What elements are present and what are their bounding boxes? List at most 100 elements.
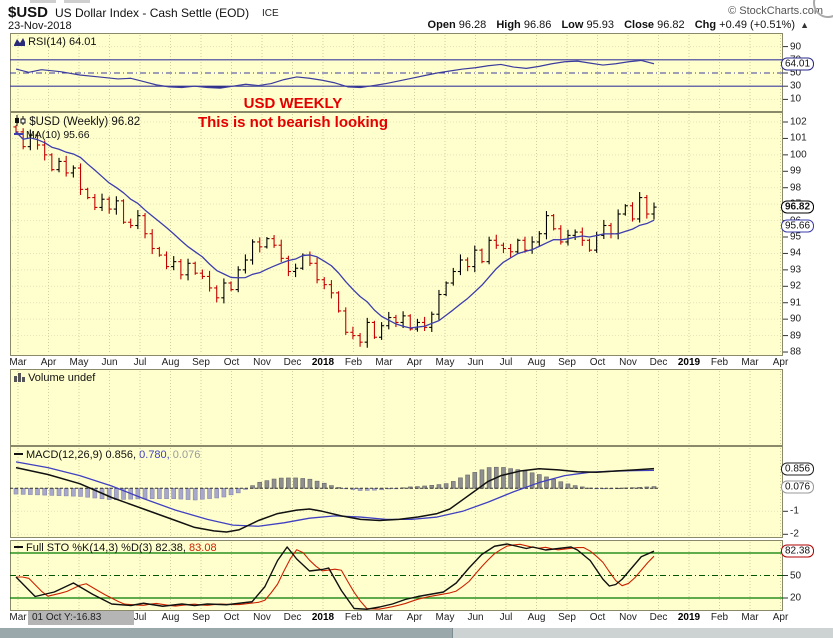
- instrument-name: US Dollar Index - Cash Settle (EOD): [55, 6, 250, 20]
- open-label: Open: [427, 19, 456, 31]
- volume-bars-icon: [14, 373, 25, 382]
- month-label: Feb: [710, 612, 729, 623]
- month-label: 2018: [311, 357, 335, 368]
- rsi-scale-label: 30: [790, 80, 802, 92]
- price-scale-label: 91: [790, 297, 802, 309]
- chg-up-arrow-icon: ▲: [800, 20, 809, 30]
- sto-legend: Full STO %K(14,3) %D(3) 82.38, 83.08: [14, 542, 217, 554]
- sto-scale-label: 50: [790, 570, 802, 581]
- month-label: 2019: [677, 357, 701, 368]
- month-label: Jul: [499, 612, 513, 623]
- volume-legend: Volume undef: [14, 372, 95, 384]
- price-scale-label: 95: [790, 231, 802, 243]
- oscillator-icon: [14, 38, 25, 46]
- month-label: Jul: [499, 357, 513, 368]
- exchange-label: ICE: [262, 8, 279, 19]
- month-label: May: [69, 357, 89, 368]
- high-value: 96.86: [523, 19, 552, 31]
- month-label: Apr: [40, 357, 57, 368]
- sto-scale-label: 20: [790, 592, 802, 604]
- close-value: 96.82: [657, 19, 685, 31]
- macd-hist-bubble: 0.076: [781, 480, 815, 494]
- macd-scale-label: -2: [790, 528, 799, 540]
- price-scale-label: 94: [790, 247, 802, 259]
- month-label: Apr: [772, 612, 789, 623]
- month-label: Apr: [772, 357, 789, 368]
- month-label: Feb: [710, 357, 729, 368]
- candlestick-icon: [15, 115, 26, 126]
- rsi-value-bubble: 64.01: [781, 57, 815, 71]
- price-scale-label: 100: [790, 149, 807, 161]
- price-scale-label: 89: [790, 330, 802, 342]
- macd-legend: MACD(12,26,9) 0.856, 0.780, 0.076: [14, 449, 200, 461]
- close-label: Close: [624, 19, 655, 31]
- macd-value-signal: 0.780,: [139, 449, 170, 461]
- scrollbar-thumb[interactable]: [0, 628, 453, 638]
- price-ma-bubble: 95.66: [781, 219, 815, 233]
- month-label: Jun: [467, 357, 484, 368]
- month-label: Sep: [558, 357, 576, 368]
- month-label: Oct: [589, 357, 606, 368]
- volume-legend-text: Volume undef: [28, 372, 96, 384]
- chg-label: Chg: [694, 19, 717, 31]
- month-label: Nov: [253, 612, 271, 623]
- annotation-line2: This is not bearish looking: [197, 114, 389, 131]
- price-panel: [10, 112, 783, 356]
- macd-line-swatch: [14, 453, 23, 455]
- month-label: Mar: [741, 357, 759, 368]
- ma-line-swatch: [14, 133, 23, 135]
- month-label: Jun: [101, 357, 118, 368]
- month-label: Jul: [133, 357, 147, 368]
- month-label: Apr: [406, 357, 423, 368]
- month-label: Sep: [558, 612, 576, 623]
- month-label: Aug: [527, 612, 546, 623]
- browser-tab-fragment: [64, 0, 90, 3]
- price-legend-text: $USD (Weekly) 96.82: [29, 116, 141, 128]
- rsi-scale-label: 10: [790, 93, 802, 105]
- month-label: Nov: [619, 612, 637, 623]
- month-label: 2019: [677, 612, 701, 623]
- month-label: Sep: [192, 612, 210, 623]
- month-label: Apr: [406, 612, 423, 623]
- month-label: May: [435, 612, 455, 623]
- sto-value-d: 83.08: [189, 542, 217, 554]
- macd-legend-name: MACD(12,26,9): [26, 449, 103, 461]
- sto-value-k: 82.38,: [155, 542, 186, 554]
- month-label: Mar: [375, 612, 393, 623]
- month-label: Mar: [9, 612, 27, 623]
- ma-legend: MA(10) 95.66: [14, 129, 90, 141]
- price-scale-label: 93: [790, 264, 802, 276]
- rsi-legend-text: RSI(14) 64.01: [28, 36, 97, 48]
- month-label: Dec: [649, 357, 668, 368]
- price-scale-label: 98: [790, 182, 802, 194]
- price-scale-label: 102: [790, 116, 807, 128]
- sto-legend-name: Full STO %K(14,3) %D(3): [26, 542, 153, 554]
- month-label: Jul: [133, 612, 147, 623]
- copyright-link[interactable]: © StockCharts.com: [728, 5, 823, 17]
- month-label: Oct: [223, 612, 240, 623]
- sto-line-swatch: [14, 546, 23, 548]
- month-label: Dec: [283, 612, 302, 623]
- horizontal-scrollbar[interactable]: [0, 628, 833, 638]
- macd-value-bubble: 0.856: [781, 462, 815, 476]
- month-label: Oct: [223, 357, 240, 368]
- month-label: Feb: [344, 612, 363, 623]
- annotation-text: USD WEEKLY This is not bearish looking: [168, 94, 418, 132]
- open-value: 96.28: [458, 19, 487, 31]
- corner-badge: [813, 0, 833, 18]
- price-scale-label: 92: [790, 280, 802, 292]
- chg-value: +0.49 (+0.51%): [719, 19, 796, 31]
- price-legend: $USD (Weekly) 96.82: [14, 115, 140, 128]
- month-label: Nov: [619, 357, 637, 368]
- month-label: Mar: [375, 357, 393, 368]
- quote-row: Open 96.28 High 96.86 Low 95.93 Close 96…: [421, 19, 809, 31]
- sto-value-bubble: 82.38: [781, 544, 815, 558]
- month-label: Aug: [527, 357, 546, 368]
- month-label: Feb: [344, 357, 363, 368]
- price-scale-label: 101: [790, 132, 807, 144]
- rsi-scale-label: 50: [790, 67, 802, 79]
- price-close-bubble: 96.82: [781, 200, 815, 214]
- month-label: Mar: [741, 612, 759, 623]
- month-label: Jun: [467, 612, 484, 623]
